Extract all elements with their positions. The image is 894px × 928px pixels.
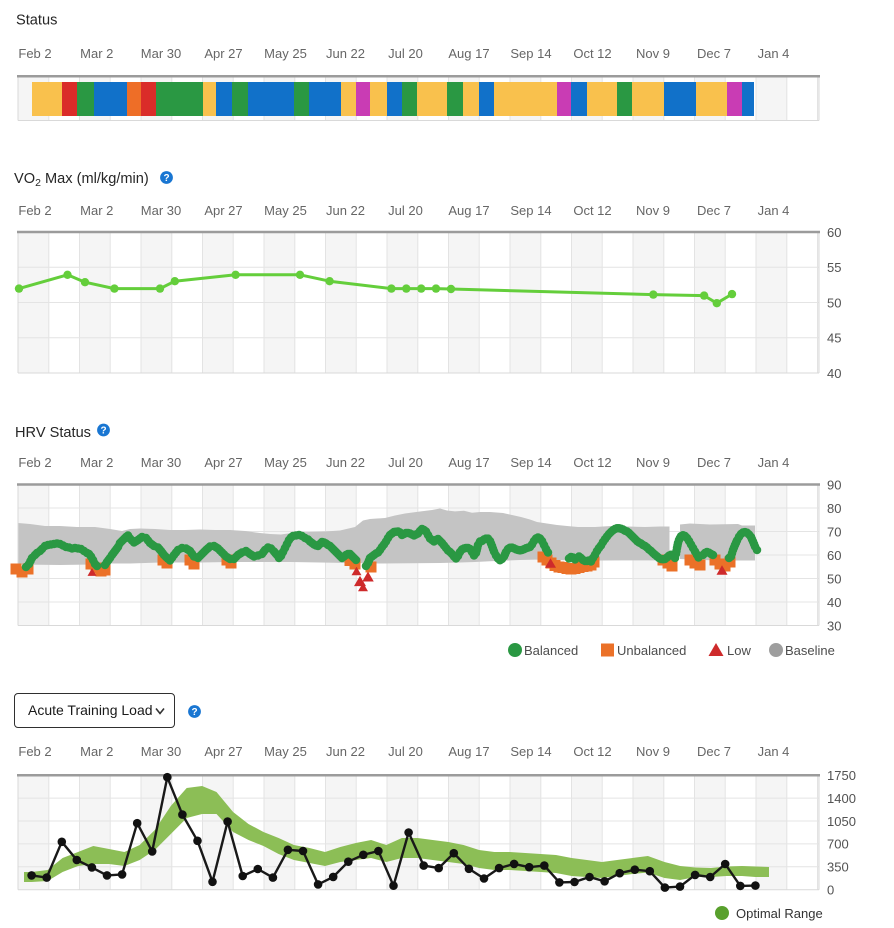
svg-text:May 25: May 25	[264, 203, 307, 218]
svg-text:Feb 2: Feb 2	[18, 455, 51, 470]
svg-text:1050: 1050	[827, 814, 856, 829]
svg-text:30: 30	[827, 618, 841, 633]
svg-text:May 25: May 25	[264, 46, 307, 61]
svg-text:Unbalanced: Unbalanced	[617, 643, 686, 658]
svg-text:Aug 17: Aug 17	[448, 46, 489, 61]
svg-text:Dec 7: Dec 7	[697, 203, 731, 218]
svg-text:Apr 27: Apr 27	[204, 203, 242, 218]
svg-text:700: 700	[827, 837, 849, 852]
svg-text:350: 350	[827, 860, 849, 875]
svg-text:Nov 9: Nov 9	[636, 744, 670, 759]
svg-text:Optimal Range: Optimal Range	[736, 906, 823, 921]
svg-text:Oct 12: Oct 12	[573, 203, 611, 218]
svg-text:Nov 9: Nov 9	[636, 46, 670, 61]
svg-text:1750: 1750	[827, 768, 856, 783]
svg-text:Sep 14: Sep 14	[510, 46, 551, 61]
svg-text:VO2 Max (ml/kg/min): VO2 Max (ml/kg/min)	[14, 171, 149, 189]
svg-text:Feb 2: Feb 2	[18, 744, 51, 759]
svg-text:Oct 12: Oct 12	[573, 744, 611, 759]
svg-text:Mar 30: Mar 30	[141, 744, 181, 759]
svg-text:Apr 27: Apr 27	[204, 46, 242, 61]
svg-text:Feb 2: Feb 2	[18, 46, 51, 61]
svg-text:May 25: May 25	[264, 455, 307, 470]
svg-text:?: ?	[100, 426, 106, 437]
svg-text:Aug 17: Aug 17	[448, 203, 489, 218]
svg-text:90: 90	[827, 477, 841, 492]
svg-text:Aug 17: Aug 17	[448, 744, 489, 759]
svg-text:50: 50	[827, 571, 841, 586]
svg-text:Apr 27: Apr 27	[204, 455, 242, 470]
svg-text:Sep 14: Sep 14	[510, 203, 551, 218]
svg-text:May 25: May 25	[264, 744, 307, 759]
svg-text:40: 40	[827, 595, 841, 610]
svg-text:Jun 22: Jun 22	[326, 455, 365, 470]
svg-text:50: 50	[827, 295, 841, 310]
svg-text:Mar 30: Mar 30	[141, 203, 181, 218]
svg-text:Mar 2: Mar 2	[80, 46, 113, 61]
svg-text:60: 60	[827, 548, 841, 563]
svg-text:Nov 9: Nov 9	[636, 455, 670, 470]
svg-text:Sep 14: Sep 14	[510, 744, 551, 759]
svg-text:45: 45	[827, 331, 841, 346]
svg-text:Status: Status	[16, 13, 57, 29]
svg-text:Dec 7: Dec 7	[697, 455, 731, 470]
svg-text:Sep 14: Sep 14	[510, 455, 551, 470]
svg-text:55: 55	[827, 260, 841, 275]
svg-text:Mar 30: Mar 30	[141, 46, 181, 61]
svg-text:Jun 22: Jun 22	[326, 46, 365, 61]
svg-text:Low: Low	[727, 643, 751, 658]
svg-text:?: ?	[163, 173, 169, 184]
svg-text:1400: 1400	[827, 791, 856, 806]
svg-text:Oct 12: Oct 12	[573, 46, 611, 61]
svg-text:Balanced: Balanced	[524, 643, 578, 658]
svg-text:Jun 22: Jun 22	[326, 744, 365, 759]
svg-text:Jan 4: Jan 4	[758, 455, 790, 470]
svg-text:Jul 20: Jul 20	[388, 203, 423, 218]
svg-text:Feb 2: Feb 2	[18, 203, 51, 218]
svg-text:Jul 20: Jul 20	[388, 744, 423, 759]
svg-text:Baseline: Baseline	[785, 643, 835, 658]
svg-text:Jul 20: Jul 20	[388, 455, 423, 470]
svg-text:Jun 22: Jun 22	[326, 203, 365, 218]
svg-text:Mar 2: Mar 2	[80, 203, 113, 218]
svg-text:60: 60	[827, 225, 841, 240]
svg-text:80: 80	[827, 501, 841, 516]
svg-text:Jan 4: Jan 4	[758, 46, 790, 61]
svg-text:70: 70	[827, 524, 841, 539]
svg-text:Aug 17: Aug 17	[448, 455, 489, 470]
svg-text:Jan 4: Jan 4	[758, 203, 790, 218]
svg-text:Apr 27: Apr 27	[204, 744, 242, 759]
svg-text:Jul 20: Jul 20	[388, 46, 423, 61]
svg-text:Mar 2: Mar 2	[80, 744, 113, 759]
svg-text:Oct 12: Oct 12	[573, 455, 611, 470]
svg-text:HRV Status: HRV Status	[15, 425, 91, 441]
svg-text:Jan 4: Jan 4	[758, 744, 790, 759]
svg-text:?: ?	[191, 707, 197, 718]
svg-text:Mar 2: Mar 2	[80, 455, 113, 470]
svg-text:40: 40	[827, 366, 841, 381]
svg-text:Mar 30: Mar 30	[141, 455, 181, 470]
svg-text:0: 0	[827, 883, 834, 898]
svg-text:Nov 9: Nov 9	[636, 203, 670, 218]
svg-text:Dec 7: Dec 7	[697, 744, 731, 759]
svg-text:Dec 7: Dec 7	[697, 46, 731, 61]
